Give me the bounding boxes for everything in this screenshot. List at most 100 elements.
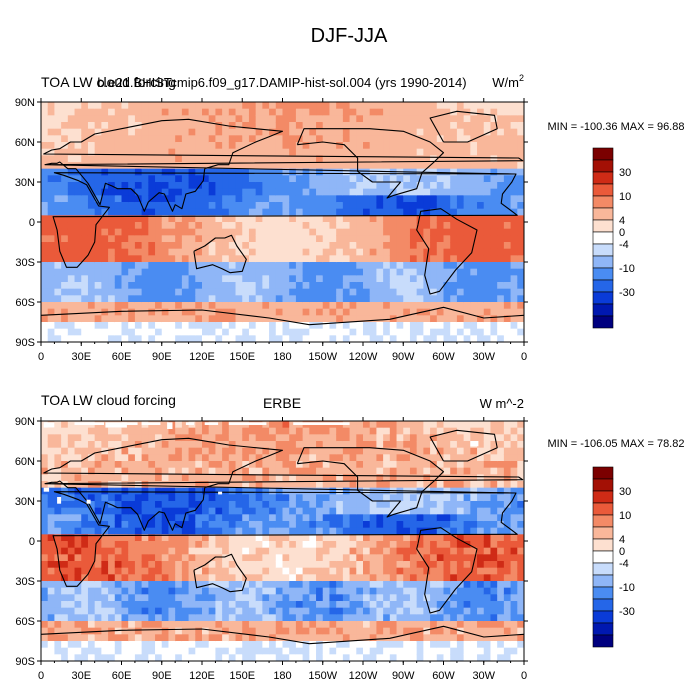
x-tick-label: 60E [112,351,132,363]
colorbar-box [592,526,614,540]
panel-model-title-left: TOA LW cloud forcing [41,74,176,90]
colorbar-0: 30 10 40-4 -10 -30 [592,147,635,329]
colorbar-label: -4 [619,558,629,570]
y-tick-label: 60N [15,456,35,468]
colorbar-box [592,502,614,516]
colorbar-box [592,538,614,552]
panel-erbe-title-left: TOA LW cloud forcing [41,392,176,408]
x-tick-label: 90W [392,670,415,682]
colorbar-box [592,231,614,245]
y-tick-label: 60N [15,137,35,149]
coastline-4 [296,128,445,199]
colorbar-box [592,279,614,293]
panel-erbe: TOA LW cloud forcing ERBE W m^-2 MIN = -… [15,392,685,682]
colorbar-box [592,267,614,281]
x-tick-label: 150W [308,670,337,682]
colorbar-box [592,219,614,233]
x-tick-label: 120W [349,670,378,682]
colorbar-label: -4 [619,239,629,251]
coastline-3 [416,527,478,614]
y-tick-label: 60S [15,297,35,309]
x-tick-label: 0 [38,670,44,682]
coastline-0 [52,491,518,587]
missing-patch-11 [43,487,50,492]
x-tick-label: 150E [229,670,255,682]
coastline-6 [41,625,524,645]
field-1 [41,421,524,661]
coastline-5 [429,110,498,143]
colorbar-label: -10 [619,263,635,275]
colorbar-box [592,315,614,329]
missing-patch-9 [293,422,350,425]
missing-patch-7 [204,422,219,425]
y-tick-label: 0 [29,217,35,229]
missing-patch-5 [167,422,173,429]
colorbar-box [592,303,614,317]
colorbar-label: 30 [619,167,631,179]
colorbar-box [592,550,614,564]
y-tick-label: 90S [15,656,35,668]
x-tick-label: 0 [521,351,527,363]
x-tick-label: 90W [392,351,415,363]
colorbar-box [592,183,614,197]
colorbar-label: 4 [619,215,625,227]
panel-erbe-units: W m^-2 [480,396,524,411]
missing-data-1 [43,422,479,504]
colorbar-label: 30 [619,486,631,498]
x-tick-label: 30W [472,351,495,363]
missing-patch-0 [43,422,55,428]
y-tick-label: 30S [15,257,35,269]
x-tick-label: 30E [71,670,91,682]
x-tick-label: 60E [112,670,132,682]
colorbar-box [592,514,614,528]
x-tick-label: 30E [71,351,91,363]
colorbar-box [592,195,614,209]
colorbar-box [592,586,614,600]
panel-model-units-base: W/m [492,75,519,90]
y-tick-label: 0 [29,536,35,548]
colorbar-label: 10 [619,191,631,203]
colorbar-box [592,562,614,576]
coastline-6 [41,306,524,326]
colorbar-label: -30 [619,606,635,618]
y-tick-label: 30S [15,576,35,588]
colorbar-label: 0 [619,227,625,239]
y-tick-label: 30N [15,496,35,508]
coastlines-1 [41,429,524,645]
coastline-2 [193,234,247,274]
colorbar-box [592,598,614,612]
colorbar-label: 0 [619,546,625,558]
panel-erbe-title-center: ERBE [263,395,301,411]
panel-model-units: W/m2 [492,73,524,90]
x-tick-label: 0 [521,670,527,682]
x-tick-label: 60W [432,351,455,363]
coastline-3 [416,208,478,295]
missing-patch-12 [57,497,62,504]
x-tick-label: 60W [432,670,455,682]
figure-title: DJF-JJA [311,25,388,47]
colorbar-box [592,622,614,636]
x-tick-label: 120E [189,670,215,682]
x-tick-label: 150E [229,351,255,363]
y-tick-label: 60S [15,616,35,628]
panel-erbe-min-max: MIN = -106.05 MAX = 78.82 [548,438,685,450]
panel-model-title-center: b.e21.BHISTcmip6.f09_g17.DAMIP-hist-sol.… [97,75,466,90]
colorbar-box [592,171,614,185]
colorbar-box [592,490,614,504]
coastlines-0 [41,110,524,326]
missing-patch-14 [218,491,223,495]
colorbar-box [592,478,614,492]
coastline-0 [52,172,518,268]
x-tick-label: 30W [472,670,495,682]
panel-model-units-sup: 2 [519,73,524,83]
missing-patch-4 [141,422,161,425]
y-tick-label: 90N [15,416,35,428]
colorbar-box [592,291,614,305]
colorbar-box [592,634,614,648]
colorbar-box [592,255,614,269]
coastline-4 [296,447,445,518]
panel-model: TOA LW cloud forcing b.e21.BHISTcmip6.f0… [15,73,685,363]
colorbar-box [592,243,614,257]
x-tick-label: 150W [308,351,337,363]
